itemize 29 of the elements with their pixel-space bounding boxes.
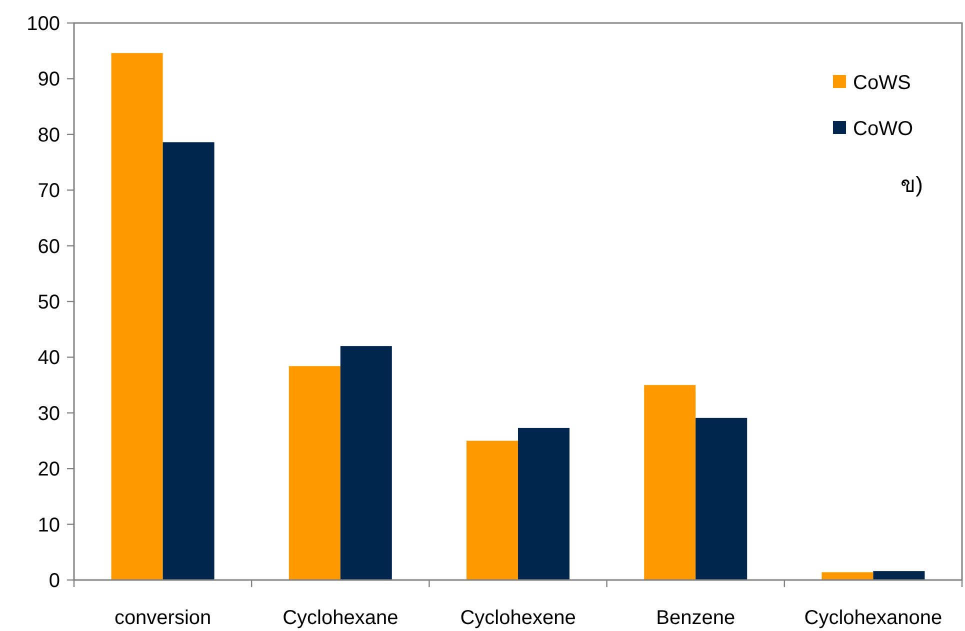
x-tick-label: Cyclohexane (282, 607, 398, 629)
bar (696, 418, 748, 580)
y-tick-label: 50 (38, 292, 60, 314)
bar (873, 571, 925, 580)
bar (644, 385, 696, 580)
x-tick-label: Benzene (656, 607, 736, 629)
bar (288, 366, 340, 580)
y-tick-label: 70 (38, 180, 60, 202)
bar (111, 53, 163, 580)
annotation: ข) (900, 172, 923, 197)
x-tick-label: conversion (114, 607, 212, 629)
y-tick-label: 10 (38, 514, 60, 536)
y-tick-label: 60 (38, 236, 60, 258)
bar (518, 428, 570, 580)
bar (822, 572, 874, 580)
bar (162, 142, 214, 580)
y-tick-label: 20 (38, 458, 60, 481)
y-tick-label: 0 (48, 570, 60, 592)
bar (466, 440, 518, 580)
legend-label: CoWO (853, 118, 913, 140)
y-tick-label: 80 (38, 124, 60, 146)
x-tick-label: Cyclohexene (460, 607, 576, 629)
legend-label: CoWS (853, 72, 911, 94)
y-tick-label: 100 (26, 13, 60, 35)
y-tick-label: 90 (38, 68, 60, 91)
y-tick-label: 30 (38, 402, 60, 425)
bar (340, 346, 392, 580)
y-tick-label: 40 (38, 347, 60, 370)
x-tick-label: Cyclohexanone (804, 607, 942, 629)
